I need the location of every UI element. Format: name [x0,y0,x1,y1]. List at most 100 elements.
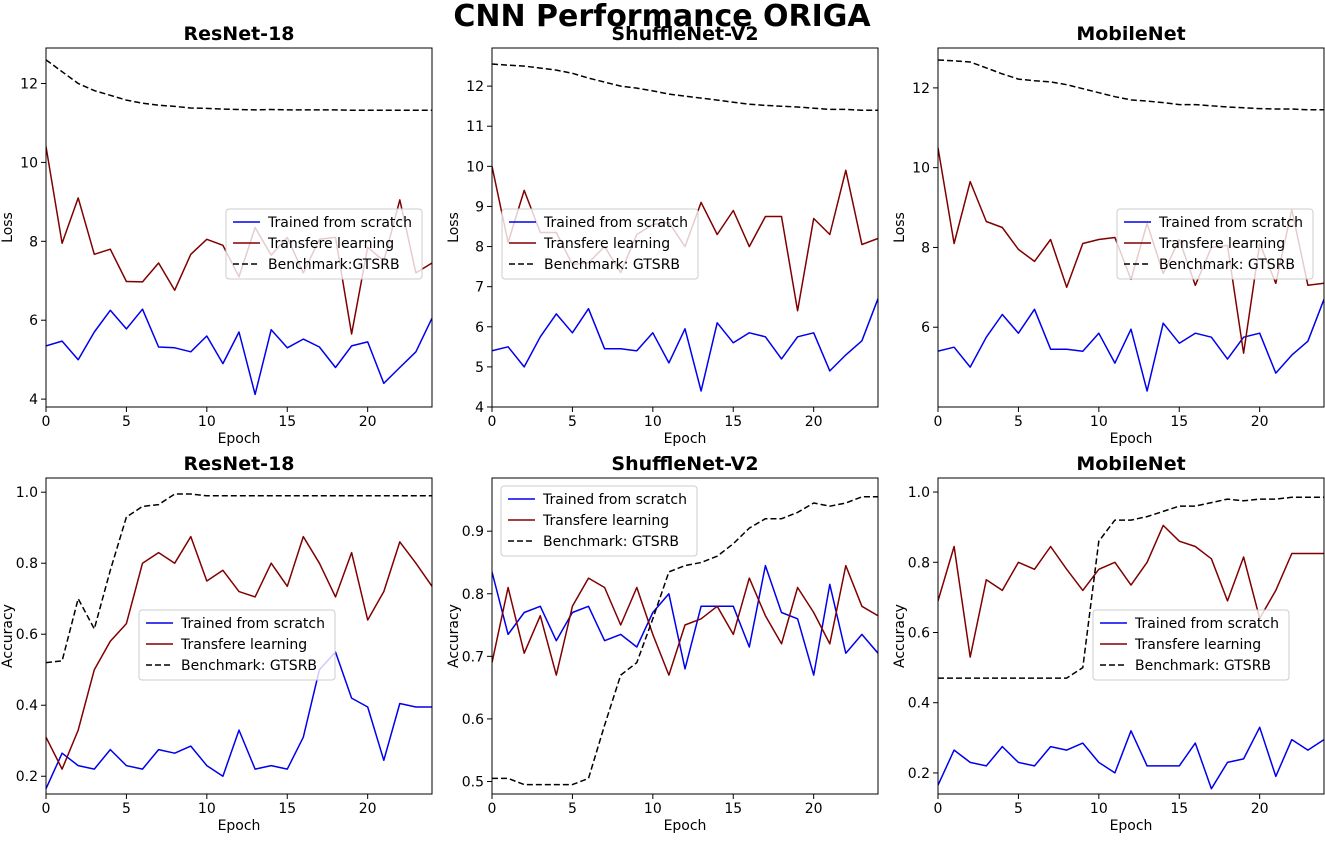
legend-label: Benchmark: GTSRB [1135,658,1271,674]
y-tick-label: 0.6 [16,627,38,643]
y-tick-label: 10 [912,161,930,177]
chart-6: MobileNet 0 5 10 15 20 0.2 0.4 0.6 0.8 1.0 Epoch Acc… [892,453,1325,834]
y-tick-label: 12 [20,77,38,93]
x-tick-label: 5 [1014,414,1023,430]
y-tick-label: 4 [475,400,484,416]
x-tick-label: 20 [805,414,823,430]
legend-box [225,208,423,280]
y-axis-label: Accuracy [0,604,16,668]
series-lines [492,496,878,786]
y-tick-label: 11 [466,119,484,135]
y-tick-label: 4 [29,392,38,408]
series-line-transfer [46,535,432,770]
x-tick-label: 20 [359,414,377,430]
y-tick-label: 0.4 [16,698,38,714]
legend-label: Benchmark: GTSRB [543,534,679,550]
x-axis-label: Epoch [664,818,707,834]
series-line-benchmark [492,63,878,111]
legend-box [501,208,699,280]
legend-box [1116,208,1314,280]
chart-title: ShuffleNet-V2 [611,453,758,475]
legend: Trained from scratch Transfere learning Be… [138,609,336,681]
legend-label: Transfere learning [267,236,394,252]
series-line-scratch [492,564,878,676]
legend-box [1092,609,1290,681]
chart-title: MobileNet [1076,453,1185,475]
x-axis-label: Epoch [218,431,261,447]
y-axis-label: Accuracy [892,604,908,668]
chart-2: ShuffleNet-V2 0 5 10 15 20 4 5 6 7 8 9 10 11 12 Epoch Lo… [446,23,879,447]
legend: Trained from scratch Transfere learning Be… [501,208,699,280]
legend-label: Benchmark: GTSRB [1159,257,1295,273]
y-tick-label: 5 [475,360,484,376]
series-line-scratch [938,299,1324,392]
chart-title: ShuffleNet-V2 [611,23,758,45]
x-tick-label: 15 [1170,414,1188,430]
y-tick-label: 8 [29,234,38,250]
x-tick-label: 10 [198,414,216,430]
series-line-benchmark [938,59,1324,111]
chart-5: ShuffleNet-V2 0 5 10 15 20 0.5 0.6 0.7 0.8 0.9 Epoc… [446,453,879,834]
y-tick-label: 0.4 [908,696,930,712]
legend-label: Transfere learning [543,236,670,252]
x-tick-label: 5 [568,414,577,430]
legend-label: Trained from scratch [1158,215,1303,231]
x-tick-label: 10 [1090,801,1108,817]
y-axis-label: Accuracy [446,604,462,668]
x-tick-label: 10 [644,801,662,817]
x-tick-label: 15 [278,414,296,430]
y-tick-label: 0.9 [462,524,484,540]
legend-label: Benchmark: GTSRB [181,658,317,674]
x-tick-label: 5 [122,414,131,430]
legend: Trained from scratch Transfere learning Be… [1116,208,1314,280]
y-tick-label: 0.8 [462,587,484,603]
x-tick-label: 15 [278,801,296,817]
x-tick-label: 0 [934,414,943,430]
legend-box [500,485,698,557]
legend: Trained from scratch Transfere learning Be… [225,208,423,280]
y-tick-label: 1.0 [16,485,38,501]
legend-label: Benchmark:GTSRB [268,257,400,273]
y-tick-label: 0.6 [908,625,930,641]
x-tick-label: 20 [805,801,823,817]
y-tick-label: 8 [475,240,484,256]
series-line-scratch [46,651,432,790]
chart-4: ResNet-18 0 5 10 15 20 0.2 0.4 0.6 0.8 1.0 Epoch Acc… [0,453,433,834]
x-tick-label: 0 [934,801,943,817]
legend-label: Transfere learning [1158,236,1285,252]
x-tick-label: 5 [122,801,131,817]
chart-3: MobileNet 0 5 10 15 20 6 8 10 12 Epoch Loss Trained … [892,23,1325,447]
y-tick-label: 12 [466,79,484,95]
x-tick-label: 0 [488,801,497,817]
legend-label: Transfere learning [542,513,669,529]
x-axis-label: Epoch [218,818,261,834]
y-tick-label: 0.2 [16,769,38,785]
series-line-transfer [492,564,878,676]
x-tick-label: 20 [359,801,377,817]
legend-label: Trained from scratch [542,492,687,508]
series-line-benchmark [938,496,1324,679]
y-axis-label: Loss [892,212,908,243]
plot-frame [491,47,879,408]
x-axis-label: Epoch [664,431,707,447]
chart-title: ResNet-18 [183,23,294,45]
series-line-benchmark [46,59,432,112]
x-tick-label: 20 [1251,414,1269,430]
x-tick-label: 15 [724,414,742,430]
y-tick-label: 12 [912,81,930,97]
y-tick-label: 0.8 [16,556,38,572]
chart-1: ResNet-18 0 5 10 15 20 4 6 8 10 12 Epoch Loss Trained… [0,23,433,447]
y-tick-label: 0.5 [462,774,484,790]
y-tick-label: 1.0 [908,485,930,501]
figure-title: CNN Performance ORIGA [453,0,871,34]
x-tick-label: 15 [724,801,742,817]
y-tick-label: 7 [475,280,484,296]
y-tick-label: 10 [466,159,484,175]
x-tick-label: 20 [1251,801,1269,817]
y-tick-label: 9 [475,199,484,215]
plot-frame [45,47,433,408]
legend-label: Trained from scratch [180,616,325,632]
plot-frame [937,477,1325,795]
x-tick-label: 15 [1170,801,1188,817]
